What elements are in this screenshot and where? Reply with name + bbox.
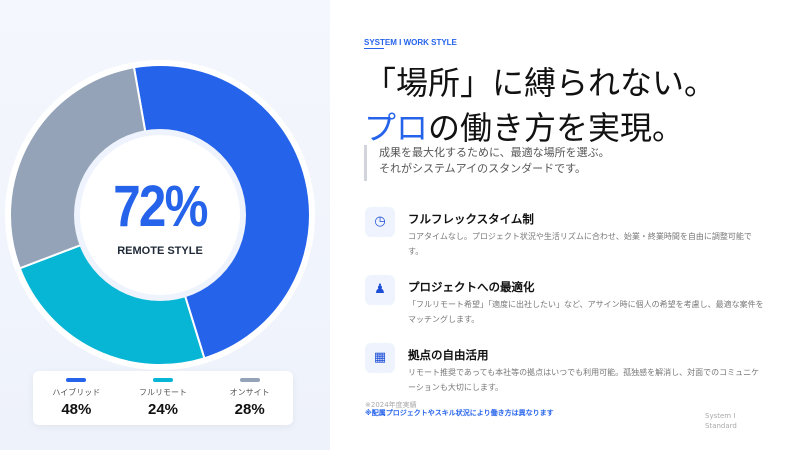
legend-value: 24% <box>147 401 179 418</box>
legend-label: オンサイト <box>229 388 270 397</box>
lead-text: 成果を最大化するために、最適な場所を選ぶ。 それがシステムアイのスタンダードです。 <box>364 145 610 181</box>
legend-value: 28% <box>234 401 265 418</box>
legend-label: ハイブリッド <box>52 388 101 397</box>
eyebrow: SYSTEM I WORK STYLE <box>364 38 457 49</box>
legend-swatch <box>153 378 173 382</box>
title-line-1: 「場所」に縛られない。 <box>364 64 717 102</box>
legend-swatch <box>239 378 260 382</box>
footer-line: System I <box>705 412 736 420</box>
lead-line: それがシステムアイのスタンダードです。 <box>379 162 587 175</box>
title-line-2: プロの働き方を実現。 <box>364 103 684 149</box>
center-label: REMOTE STYLE <box>112 243 208 259</box>
feature-desc: リモート推奨であっても本社等の拠点はいつでも利用可能。孤独感を解消し、対面でのコ… <box>408 368 760 392</box>
feature-title: プロジェクトへの最適化 <box>408 280 535 294</box>
building-icon: ▦ <box>365 343 395 373</box>
legend-label: フルリモート <box>139 388 187 397</box>
chart-legend: ハイブリッド 48% フルリモート 24% オンサイト 28% <box>33 371 293 425</box>
feature-title: 拠点の自由活用 <box>408 348 489 362</box>
donut-center: 72% REMOTE STYLE <box>80 135 240 295</box>
feature-desc: コアタイムなし。プロジェクト状況や生活リズムに合わせ、始業・終業時間を自由に調整… <box>408 232 752 256</box>
legend-value: 48% <box>61 401 92 418</box>
center-value: 72% <box>113 174 208 239</box>
legend-item-onsite: オンサイト 28% <box>206 371 293 425</box>
chart-panel: 72% REMOTE STYLE ハイブリッド 48% フルリモート 24% オンサ… <box>0 0 330 450</box>
footer-brand: System I Standard <box>705 411 737 431</box>
title-accent: プロ <box>364 109 429 147</box>
title-rest: の働き方を実現。 <box>428 109 685 147</box>
lead-line: 成果を最大化するために、最適な場所を選ぶ。 <box>379 146 610 159</box>
feature-desc: 「フルリモート希望」「適度に出社したい」など、アサイン時に個人の希望を考慮し、最… <box>408 300 764 324</box>
note-disclaimer: ※配属プロジェクトやスキル状況により働き方は異なります <box>365 409 554 417</box>
clock-icon: ◷ <box>365 207 395 237</box>
footer-line: Standard <box>705 422 737 430</box>
note-year: ※2024年度実績 <box>365 401 417 409</box>
legend-item-hybrid: ハイブリッド 48% <box>33 371 120 425</box>
user-check-icon: ♟ <box>365 275 395 305</box>
legend-swatch <box>66 378 87 382</box>
legend-item-full-remote: フルリモート 24% <box>120 371 207 425</box>
feature-title: フルフレックスタイム制 <box>408 212 534 226</box>
